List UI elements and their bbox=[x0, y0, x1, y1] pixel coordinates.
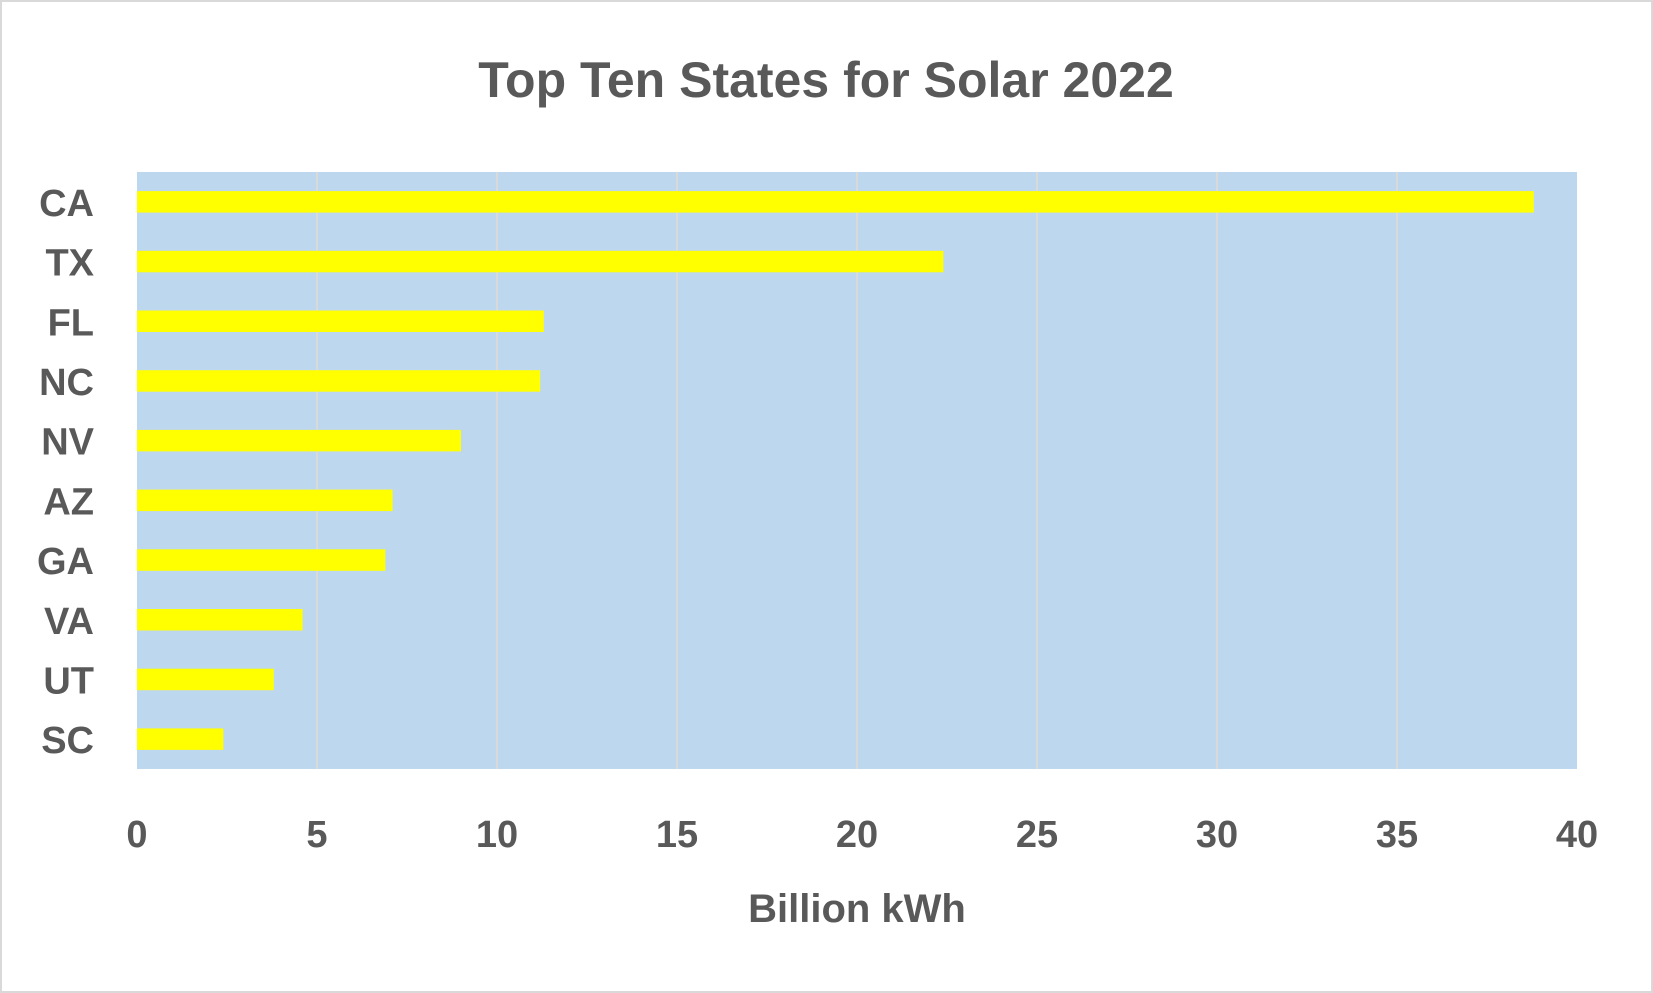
category-label-ga: GA bbox=[37, 541, 94, 583]
x-tick-label: 20 bbox=[836, 814, 878, 856]
x-axis-title: Billion kWh bbox=[748, 887, 966, 931]
bars bbox=[137, 191, 1534, 750]
x-tick-labels: 0 5 10 15 20 25 30 35 40 bbox=[126, 814, 1598, 856]
category-label-nc: NC bbox=[39, 362, 94, 404]
x-tick-label: 5 bbox=[306, 814, 327, 856]
category-labels: CA TX FL NC NV AZ GA VA UT SC bbox=[37, 183, 95, 762]
bar-nc bbox=[137, 370, 541, 392]
bar-ga bbox=[137, 549, 386, 571]
category-label-va: VA bbox=[44, 601, 94, 643]
category-label-fl: FL bbox=[48, 302, 94, 344]
x-tick-label: 10 bbox=[476, 814, 518, 856]
category-label-tx: TX bbox=[45, 243, 94, 285]
x-tick-label: 30 bbox=[1196, 814, 1238, 856]
bar-ut bbox=[137, 668, 274, 691]
bar-ca bbox=[137, 191, 1534, 213]
bar-nv bbox=[137, 429, 461, 452]
category-label-nv: NV bbox=[41, 422, 94, 464]
x-tick-label: 40 bbox=[1556, 814, 1598, 856]
bar-fl bbox=[137, 310, 544, 332]
bar-tx bbox=[137, 250, 944, 273]
x-tick-label: 35 bbox=[1376, 814, 1418, 856]
chart-title: Top Ten States for Solar 2022 bbox=[478, 52, 1174, 108]
x-tick-label: 0 bbox=[126, 814, 147, 856]
category-label-sc: SC bbox=[41, 720, 94, 762]
category-label-ca: CA bbox=[39, 183, 94, 225]
bar-sc bbox=[137, 728, 224, 750]
x-tick-label: 15 bbox=[656, 814, 698, 856]
category-label-ut: UT bbox=[43, 660, 94, 702]
bar-az bbox=[137, 489, 393, 512]
x-tick-label: 25 bbox=[1016, 814, 1058, 856]
category-label-az: AZ bbox=[43, 481, 94, 523]
bar-va bbox=[137, 609, 303, 631]
